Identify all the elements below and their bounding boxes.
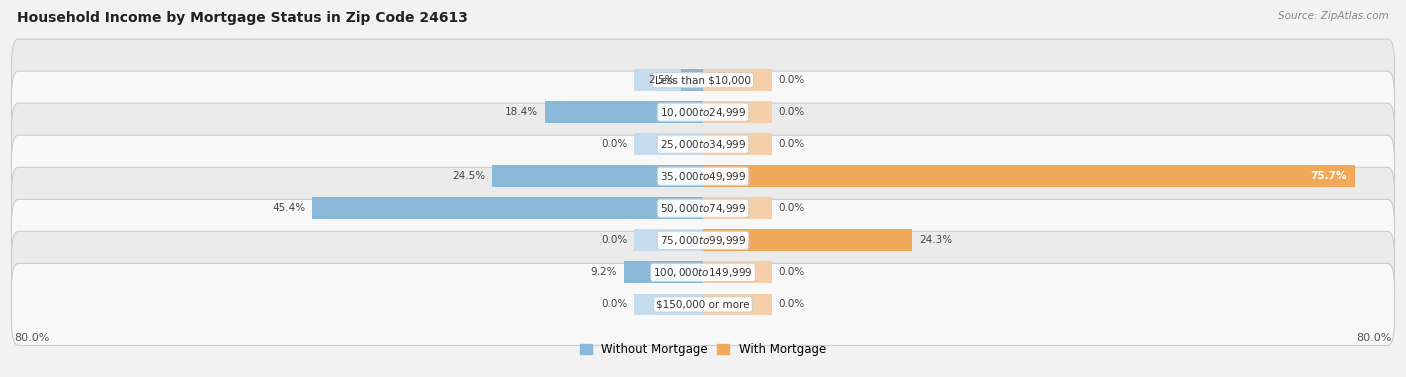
Bar (634, 198, 703, 219)
Text: $25,000 to $34,999: $25,000 to $34,999 (659, 138, 747, 151)
Bar (492, 166, 703, 187)
Text: $35,000 to $49,999: $35,000 to $49,999 (659, 170, 747, 183)
Text: 0.0%: 0.0% (779, 139, 806, 149)
Bar (544, 101, 703, 123)
Bar (703, 262, 772, 283)
Bar (634, 262, 703, 283)
Text: Less than $10,000: Less than $10,000 (655, 75, 751, 85)
Bar (634, 133, 703, 155)
Text: $150,000 or more: $150,000 or more (657, 299, 749, 310)
FancyBboxPatch shape (11, 71, 1395, 153)
Text: Source: ZipAtlas.com: Source: ZipAtlas.com (1278, 11, 1389, 21)
FancyBboxPatch shape (11, 167, 1395, 249)
Bar (703, 166, 1355, 187)
Bar (312, 198, 703, 219)
Text: 9.2%: 9.2% (591, 267, 617, 277)
Text: $75,000 to $99,999: $75,000 to $99,999 (659, 234, 747, 247)
Text: $50,000 to $74,999: $50,000 to $74,999 (659, 202, 747, 215)
Text: 0.0%: 0.0% (779, 107, 806, 117)
Text: 0.0%: 0.0% (600, 139, 627, 149)
Text: 18.4%: 18.4% (505, 107, 537, 117)
Bar (703, 69, 772, 91)
FancyBboxPatch shape (11, 231, 1395, 313)
Text: Household Income by Mortgage Status in Zip Code 24613: Household Income by Mortgage Status in Z… (17, 11, 468, 25)
Text: 0.0%: 0.0% (779, 267, 806, 277)
FancyBboxPatch shape (11, 103, 1395, 185)
Text: 0.0%: 0.0% (779, 203, 806, 213)
Text: $100,000 to $149,999: $100,000 to $149,999 (654, 266, 752, 279)
Bar (703, 101, 772, 123)
Text: 0.0%: 0.0% (779, 299, 806, 310)
Bar (703, 198, 772, 219)
Text: 24.3%: 24.3% (920, 235, 952, 245)
Text: 45.4%: 45.4% (271, 203, 305, 213)
Bar (634, 69, 703, 91)
Bar (703, 230, 772, 251)
Text: 0.0%: 0.0% (779, 75, 806, 85)
Text: 75.7%: 75.7% (1310, 171, 1347, 181)
Legend: Without Mortgage, With Mortgage: Without Mortgage, With Mortgage (575, 338, 831, 361)
Text: 2.5%: 2.5% (648, 75, 675, 85)
FancyBboxPatch shape (11, 199, 1395, 281)
Bar (682, 69, 703, 91)
Text: 0.0%: 0.0% (600, 299, 627, 310)
Bar (703, 294, 772, 315)
Text: $10,000 to $24,999: $10,000 to $24,999 (659, 106, 747, 119)
Text: 24.5%: 24.5% (451, 171, 485, 181)
Bar (703, 166, 772, 187)
FancyBboxPatch shape (11, 135, 1395, 217)
Bar (703, 133, 772, 155)
Bar (634, 294, 703, 315)
Bar (634, 230, 703, 251)
Text: 80.0%: 80.0% (1357, 333, 1392, 343)
FancyBboxPatch shape (11, 264, 1395, 345)
FancyBboxPatch shape (11, 39, 1395, 121)
Bar (624, 262, 703, 283)
Text: 80.0%: 80.0% (14, 333, 49, 343)
Text: 0.0%: 0.0% (600, 235, 627, 245)
Bar (634, 166, 703, 187)
Bar (703, 230, 912, 251)
Bar (634, 101, 703, 123)
